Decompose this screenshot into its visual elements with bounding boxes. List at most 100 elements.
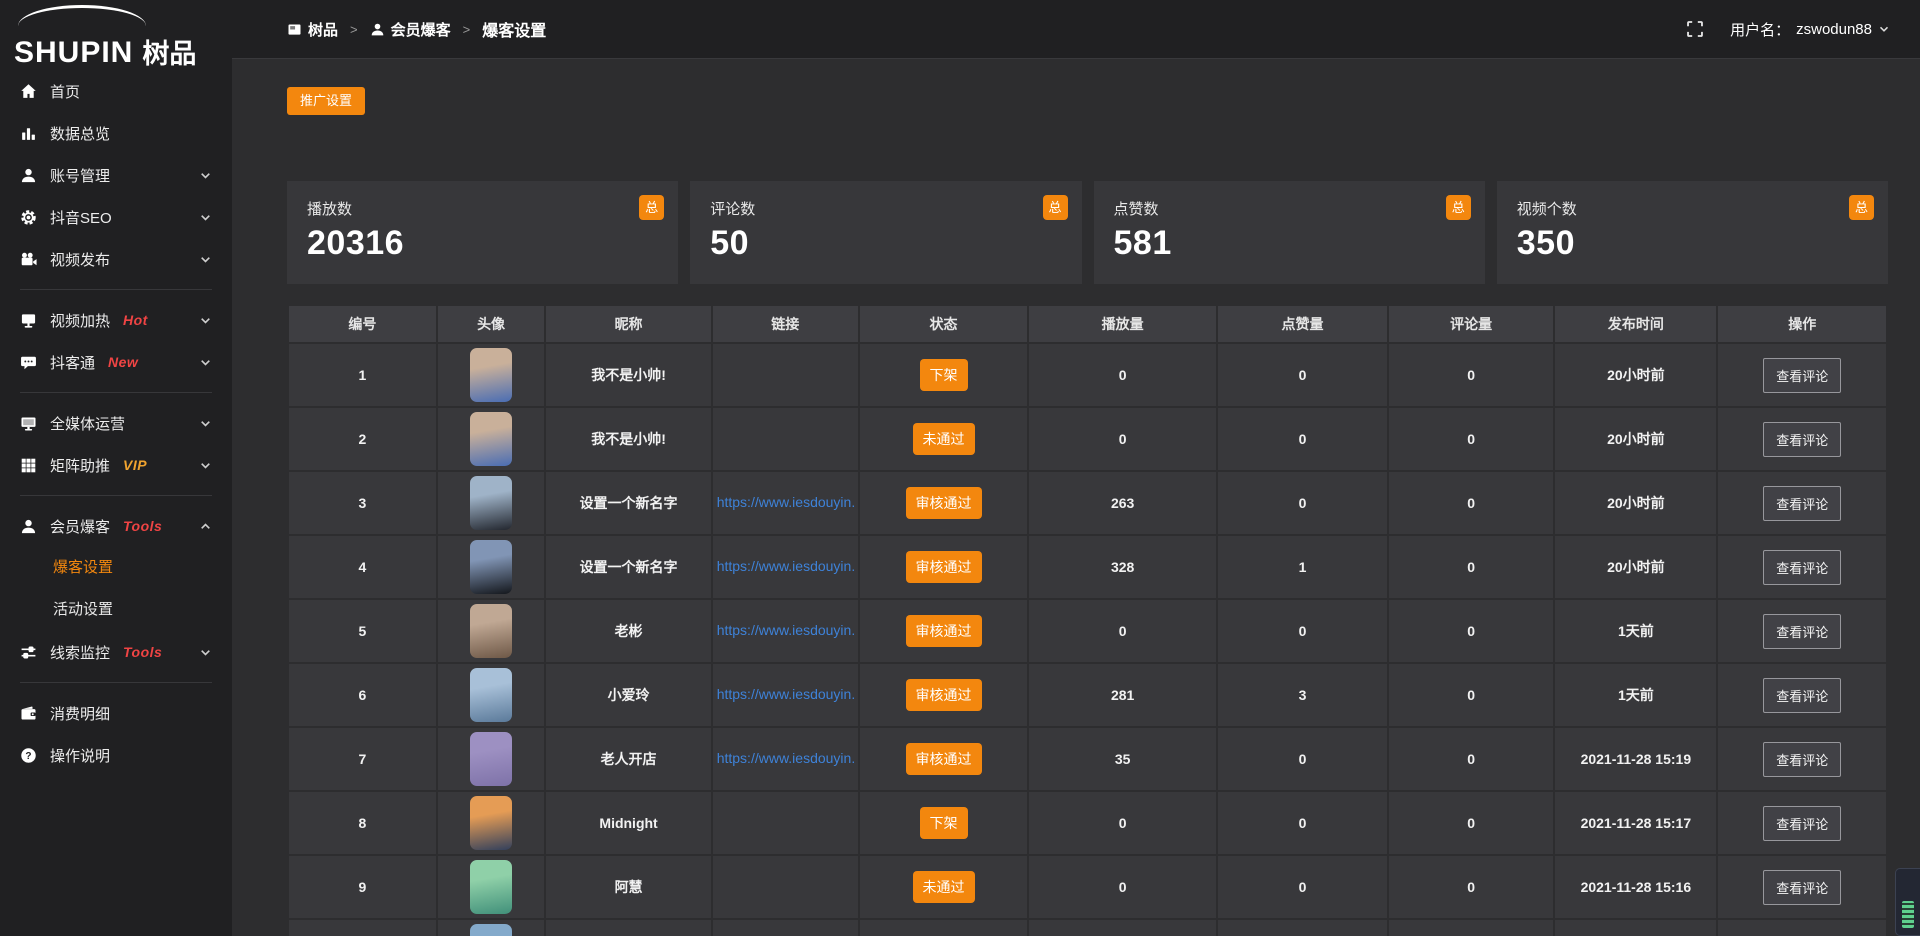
table-row [287,918,1888,936]
video-link[interactable]: https://www.iesdouyin.c [716,621,854,638]
sidebar-item-matrix-boost[interactable]: 矩阵助推 VIP [0,444,232,486]
sidebar-item-douketong[interactable]: 抖客通 New [0,341,232,383]
cell-comments [1387,918,1556,936]
cell-plays: 0 [1027,406,1218,472]
user-menu[interactable]: 用户名： zswodun88 [1730,19,1890,40]
member-icon [20,518,37,535]
cell-time: 1天前 [1553,662,1719,728]
sidebar-divider [20,289,212,290]
sidebar-item-video-heating[interactable]: 视频加热 Hot [0,299,232,341]
stat-card: 点赞数 581 总 [1093,181,1485,284]
sidebar-nav: 首页数据总览账号管理 抖音SEO 视频发布视频加热 Hot 抖客通 New 全媒体运营 矩阵助… [0,68,232,776]
status-badge: 下架 [919,807,968,839]
logo-arc [18,5,146,26]
cell-likes: 0 [1215,342,1390,408]
sidebar-item-clue-monitoring[interactable]: 线索监控 Tools [0,631,232,673]
app-icon [287,22,302,37]
cell-status: 未通过 [857,406,1030,472]
content: 推广设置 播放数 20316 总评论数 50 总点赞数 581 总视频个数 350 总 编号 头像… [232,59,1920,936]
view-comments-button[interactable]: 查看评论 [1763,741,1842,777]
sidebar-item-operation-guide[interactable]: ? 操作说明 [0,734,232,776]
cell-link: https://www.iesdouyin.c [710,534,860,600]
sidebar-item-tag: New [108,354,139,370]
view-comments-button[interactable]: 查看评论 [1763,677,1842,713]
column-header: 发布时间 [1553,304,1719,344]
avatar [470,476,513,530]
video-link[interactable]: https://www.iesdouyin.c [716,749,854,766]
sidebar-item-home[interactable]: 首页 [0,70,232,112]
chevron-down-icon [199,169,212,182]
cell-action: 查看评论 [1716,726,1888,792]
cell-plays: 281 [1027,662,1218,728]
cell-link [710,342,860,408]
fullscreen-icon[interactable] [1686,20,1704,38]
username-label: 用户名： [1730,21,1791,39]
cell-likes: 3 [1215,662,1390,728]
view-comments-button[interactable]: 查看评论 [1763,421,1842,457]
sidebar-item-label: 数据总览 [50,125,111,143]
view-comments-button[interactable]: 查看评论 [1763,805,1842,841]
cell-status [857,918,1030,936]
sidebar-item-all-media-operation[interactable]: 全媒体运营 [0,402,232,444]
cell-status: 审核通过 [857,662,1030,728]
avatar [470,668,513,722]
status-badge: 下架 [919,359,968,391]
cell-id: 3 [287,470,438,536]
status-badge: 审核通过 [905,551,982,583]
breadcrumb-item-baoke-settings: 爆客设置 [482,17,546,41]
breadcrumb-item-member-baoke[interactable]: 会员爆客 [370,19,451,40]
cell-id: 9 [287,854,438,920]
cell-comments: 0 [1387,726,1556,792]
stat-card: 视频个数 350 总 [1496,181,1888,284]
status-badge: 审核通过 [905,743,982,775]
cell-likes: 0 [1215,598,1390,664]
column-header: 链接 [710,304,860,344]
cell-likes: 0 [1215,470,1390,536]
breadcrumb-item-shupin[interactable]: 树品 [287,19,338,40]
view-comments-button[interactable]: 查看评论 [1763,357,1842,393]
video-link[interactable]: https://www.iesdouyin.c [716,685,854,702]
cell-link: https://www.iesdouyin.c [710,662,860,728]
logo-text-cn: 树品 [142,39,197,69]
cell-status: 下架 [857,790,1030,856]
cell-plays: 263 [1027,470,1218,536]
column-header: 播放量 [1027,304,1218,344]
wallet-icon [20,705,37,722]
cell-time: 2021-11-28 15:16 [1553,854,1719,920]
cell-action: 查看评论 [1716,470,1888,536]
view-comments-button[interactable]: 查看评论 [1763,869,1842,905]
avatar [470,540,513,594]
sidebar-item-data-overview[interactable]: 数据总览 [0,112,232,154]
table-row: 9 阿慧 未通过 0 0 0 2021-11-28 15:16 查看评论 [287,854,1888,920]
view-comments-button[interactable]: 查看评论 [1763,613,1842,649]
video-link[interactable]: https://www.iesdouyin.c [716,493,854,510]
breadcrumb-separator: > [350,21,358,37]
sidebar-item-tag: Tools [123,518,163,534]
cell-id: 1 [287,342,438,408]
cell-comments: 0 [1387,854,1556,920]
cell-comments: 0 [1387,790,1556,856]
bar-chart-icon [20,125,37,142]
sidebar-subitem-baoke-settings[interactable]: 爆客设置 [53,559,114,576]
sidebar-item-member-baoke[interactable]: 会员爆客 Tools [0,505,232,547]
video-link[interactable]: https://www.iesdouyin.c [716,557,854,574]
table-row: 3 设置一个新名字 https://www.iesdouyin.c 审核通过 263 0 0… [287,470,1888,536]
status-badge: 未通过 [912,423,975,455]
promotion-settings-button[interactable]: 推广设置 [287,87,366,115]
column-header: 评论量 [1387,304,1556,344]
column-header: 操作 [1716,304,1888,344]
sidebar-subitem-activity-settings[interactable]: 活动设置 [53,601,114,618]
sidebar-item-video-publish[interactable]: 视频发布 [0,238,232,280]
view-comments-button[interactable]: 查看评论 [1763,549,1842,585]
cell-plays [1027,918,1218,936]
cell-link: https://www.iesdouyin.c [710,598,860,664]
stat-card-value: 350 [1516,224,1575,262]
view-comments-button[interactable]: 查看评论 [1763,485,1842,521]
stat-card-label: 评论数 [710,201,756,218]
sidebar-item-tag: VIP [123,457,148,473]
sidebar-item-douyin-seo[interactable]: 抖音SEO [0,196,232,238]
total-badge: 总 [639,195,665,220]
sidebar-item-consumption-details[interactable]: 消费明细 [0,692,232,734]
sidebar-item-account-management[interactable]: 账号管理 [0,154,232,196]
